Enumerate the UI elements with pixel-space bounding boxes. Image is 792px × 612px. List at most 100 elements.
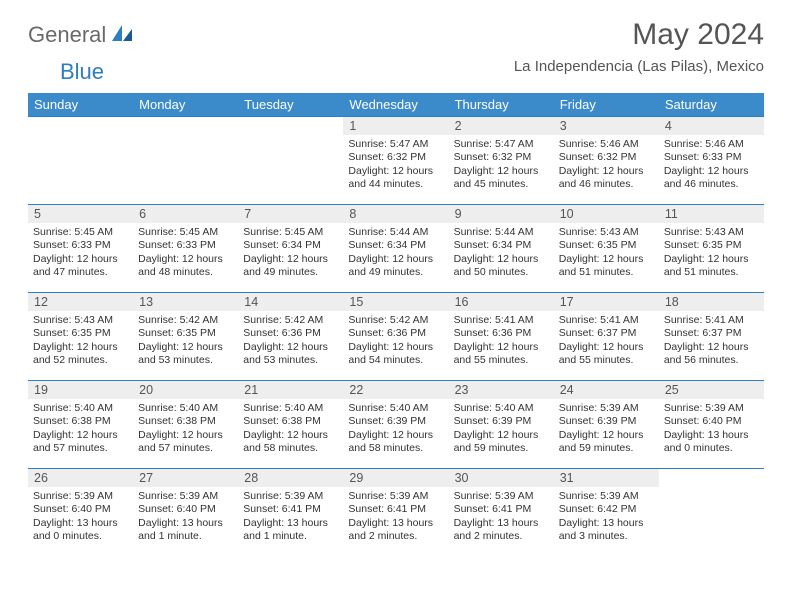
- calendar-day-cell: 3Sunrise: 5:46 AMSunset: 6:32 PMDaylight…: [554, 116, 659, 204]
- daylight-line1: Daylight: 12 hours: [243, 429, 338, 442]
- day-number-bar: 28: [238, 468, 343, 487]
- daylight-line1: Daylight: 13 hours: [664, 429, 759, 442]
- day-number-bar-empty: [659, 468, 764, 487]
- daylight-line2: and 44 minutes.: [348, 178, 443, 191]
- sunset-line: Sunset: 6:35 PM: [33, 327, 128, 340]
- day-number-bar: 26: [28, 468, 133, 487]
- day-details: Sunrise: 5:40 AMSunset: 6:38 PMDaylight:…: [133, 399, 238, 458]
- sunset-line: Sunset: 6:37 PM: [664, 327, 759, 340]
- day-number-bar: 27: [133, 468, 238, 487]
- calendar-day-cell: 10Sunrise: 5:43 AMSunset: 6:35 PMDayligh…: [554, 204, 659, 292]
- weekday-header: Saturday: [659, 93, 764, 116]
- day-details: Sunrise: 5:42 AMSunset: 6:36 PMDaylight:…: [343, 311, 448, 370]
- day-details: Sunrise: 5:46 AMSunset: 6:32 PMDaylight:…: [554, 135, 659, 194]
- day-details: Sunrise: 5:46 AMSunset: 6:33 PMDaylight:…: [659, 135, 764, 194]
- daylight-line2: and 50 minutes.: [454, 266, 549, 279]
- sunrise-line: Sunrise: 5:40 AM: [454, 402, 549, 415]
- sunrise-line: Sunrise: 5:39 AM: [664, 402, 759, 415]
- calendar-day-cell: 28Sunrise: 5:39 AMSunset: 6:41 PMDayligh…: [238, 468, 343, 556]
- day-details: Sunrise: 5:43 AMSunset: 6:35 PMDaylight:…: [28, 311, 133, 370]
- sunrise-line: Sunrise: 5:39 AM: [348, 490, 443, 503]
- sunrise-line: Sunrise: 5:44 AM: [454, 226, 549, 239]
- sunset-line: Sunset: 6:40 PM: [138, 503, 233, 516]
- sunrise-line: Sunrise: 5:39 AM: [559, 490, 654, 503]
- daylight-line1: Daylight: 12 hours: [33, 341, 128, 354]
- sunset-line: Sunset: 6:38 PM: [243, 415, 338, 428]
- calendar-body: 1Sunrise: 5:47 AMSunset: 6:32 PMDaylight…: [28, 116, 764, 556]
- day-number-bar: 24: [554, 380, 659, 399]
- daylight-line2: and 48 minutes.: [138, 266, 233, 279]
- sunset-line: Sunset: 6:36 PM: [243, 327, 338, 340]
- sunset-line: Sunset: 6:33 PM: [138, 239, 233, 252]
- daylight-line2: and 0 minutes.: [33, 530, 128, 543]
- calendar-day-cell: 12Sunrise: 5:43 AMSunset: 6:35 PMDayligh…: [28, 292, 133, 380]
- month-title: May 2024: [514, 18, 764, 52]
- sunset-line: Sunset: 6:41 PM: [454, 503, 549, 516]
- calendar-day-cell: 6Sunrise: 5:45 AMSunset: 6:33 PMDaylight…: [133, 204, 238, 292]
- daylight-line1: Daylight: 13 hours: [243, 517, 338, 530]
- daylight-line2: and 53 minutes.: [138, 354, 233, 367]
- calendar-day-cell: 23Sunrise: 5:40 AMSunset: 6:39 PMDayligh…: [449, 380, 554, 468]
- day-number-bar: 30: [449, 468, 554, 487]
- sunrise-line: Sunrise: 5:43 AM: [559, 226, 654, 239]
- day-number-bar-empty: [133, 116, 238, 135]
- daylight-line2: and 59 minutes.: [559, 442, 654, 455]
- sunset-line: Sunset: 6:39 PM: [559, 415, 654, 428]
- daylight-line2: and 51 minutes.: [559, 266, 654, 279]
- day-details: Sunrise: 5:39 AMSunset: 6:41 PMDaylight:…: [449, 487, 554, 546]
- day-number-bar: 1: [343, 116, 448, 135]
- daylight-line1: Daylight: 12 hours: [348, 429, 443, 442]
- calendar-day-cell: 1Sunrise: 5:47 AMSunset: 6:32 PMDaylight…: [343, 116, 448, 204]
- calendar-week-row: 19Sunrise: 5:40 AMSunset: 6:38 PMDayligh…: [28, 380, 764, 468]
- daylight-line1: Daylight: 12 hours: [33, 429, 128, 442]
- daylight-line1: Daylight: 12 hours: [454, 341, 549, 354]
- day-details: Sunrise: 5:44 AMSunset: 6:34 PMDaylight:…: [449, 223, 554, 282]
- calendar-day-cell: [133, 116, 238, 204]
- daylight-line2: and 49 minutes.: [243, 266, 338, 279]
- sunset-line: Sunset: 6:35 PM: [559, 239, 654, 252]
- day-number-bar-empty: [28, 116, 133, 135]
- weekday-header: Friday: [554, 93, 659, 116]
- day-details: Sunrise: 5:40 AMSunset: 6:39 PMDaylight:…: [449, 399, 554, 458]
- sunset-line: Sunset: 6:34 PM: [348, 239, 443, 252]
- sunset-line: Sunset: 6:33 PM: [664, 151, 759, 164]
- daylight-line1: Daylight: 13 hours: [138, 517, 233, 530]
- daylight-line2: and 47 minutes.: [33, 266, 128, 279]
- sunset-line: Sunset: 6:32 PM: [559, 151, 654, 164]
- daylight-line2: and 46 minutes.: [559, 178, 654, 191]
- sunrise-line: Sunrise: 5:46 AM: [559, 138, 654, 151]
- sunset-line: Sunset: 6:36 PM: [454, 327, 549, 340]
- day-number-bar: 2: [449, 116, 554, 135]
- calendar-day-cell: 25Sunrise: 5:39 AMSunset: 6:40 PMDayligh…: [659, 380, 764, 468]
- calendar-day-cell: 15Sunrise: 5:42 AMSunset: 6:36 PMDayligh…: [343, 292, 448, 380]
- sunrise-line: Sunrise: 5:39 AM: [454, 490, 549, 503]
- sunrise-line: Sunrise: 5:45 AM: [33, 226, 128, 239]
- day-number-bar: 29: [343, 468, 448, 487]
- sunset-line: Sunset: 6:36 PM: [348, 327, 443, 340]
- sunset-line: Sunset: 6:32 PM: [454, 151, 549, 164]
- daylight-line2: and 59 minutes.: [454, 442, 549, 455]
- weekday-header: Sunday: [28, 93, 133, 116]
- daylight-line2: and 46 minutes.: [664, 178, 759, 191]
- calendar-page: General May 2024 La Independencia (Las P…: [0, 0, 792, 568]
- sunset-line: Sunset: 6:40 PM: [664, 415, 759, 428]
- daylight-line2: and 2 minutes.: [348, 530, 443, 543]
- sunrise-line: Sunrise: 5:45 AM: [138, 226, 233, 239]
- weekday-header: Monday: [133, 93, 238, 116]
- calendar-day-cell: 18Sunrise: 5:41 AMSunset: 6:37 PMDayligh…: [659, 292, 764, 380]
- day-number-bar-empty: [238, 116, 343, 135]
- daylight-line2: and 54 minutes.: [348, 354, 443, 367]
- day-details: Sunrise: 5:40 AMSunset: 6:39 PMDaylight:…: [343, 399, 448, 458]
- weekday-header: Thursday: [449, 93, 554, 116]
- sunset-line: Sunset: 6:38 PM: [33, 415, 128, 428]
- day-number-bar: 8: [343, 204, 448, 223]
- calendar-day-cell: 20Sunrise: 5:40 AMSunset: 6:38 PMDayligh…: [133, 380, 238, 468]
- calendar-day-cell: 8Sunrise: 5:44 AMSunset: 6:34 PMDaylight…: [343, 204, 448, 292]
- day-details: Sunrise: 5:39 AMSunset: 6:41 PMDaylight:…: [238, 487, 343, 546]
- daylight-line2: and 49 minutes.: [348, 266, 443, 279]
- daylight-line1: Daylight: 12 hours: [559, 253, 654, 266]
- daylight-line2: and 0 minutes.: [664, 442, 759, 455]
- daylight-line1: Daylight: 13 hours: [33, 517, 128, 530]
- day-number-bar: 19: [28, 380, 133, 399]
- sunrise-line: Sunrise: 5:40 AM: [138, 402, 233, 415]
